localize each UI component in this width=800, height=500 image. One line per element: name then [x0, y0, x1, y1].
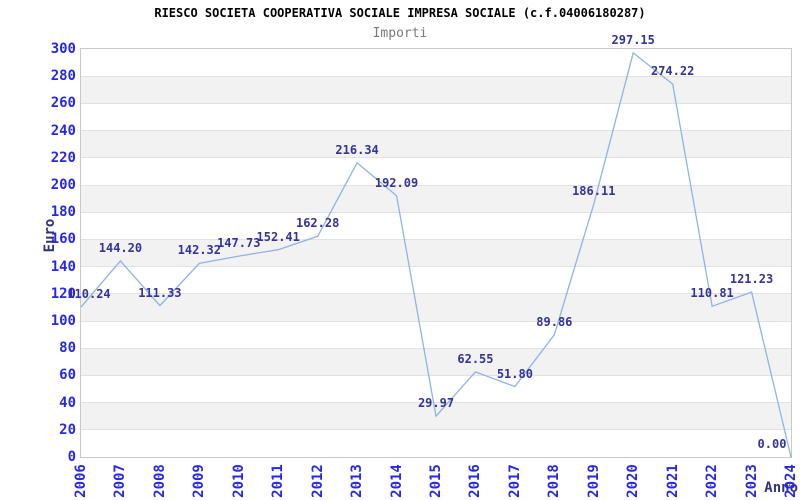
- data-point-label: 274.22: [650, 64, 695, 79]
- y-tick-label: 280: [50, 68, 76, 85]
- x-tick-label: 2019: [585, 464, 602, 498]
- plot-band: [81, 130, 791, 158]
- plot-band: [81, 348, 791, 376]
- x-tick-label: 2022: [704, 464, 721, 498]
- x-tick-label: 2016: [467, 464, 484, 498]
- x-tick-label: 2009: [191, 464, 208, 498]
- plot-band: [81, 76, 791, 104]
- x-tick-label: 2012: [309, 464, 326, 498]
- chart-subtitle: Importi: [372, 26, 428, 41]
- data-point-label: 29.97: [417, 396, 455, 411]
- x-tick-label: 2017: [506, 464, 523, 498]
- y-tick-label: 120: [50, 285, 76, 302]
- x-tick-label: 2020: [625, 464, 642, 498]
- data-point-label: 62.55: [457, 351, 494, 366]
- h-gridline: [81, 347, 791, 349]
- data-point-label: 162.28: [295, 216, 340, 231]
- data-point-label: 192.09: [374, 175, 419, 190]
- x-tick-label: 2024: [783, 464, 799, 498]
- h-gridline: [81, 130, 791, 132]
- y-tick-label: 100: [50, 313, 76, 329]
- x-axis-title: Anno: [764, 480, 798, 496]
- y-tick-label: 40: [59, 394, 76, 411]
- y-tick-label: 200: [50, 177, 76, 193]
- y-tick-label: 180: [50, 204, 76, 221]
- x-tick-label: 2006: [73, 464, 89, 498]
- x-tick-label: 2008: [151, 464, 168, 498]
- h-gridline: [81, 374, 791, 376]
- plot-band: [81, 293, 791, 321]
- y-tick-label: 20: [59, 421, 76, 438]
- h-gridline: [81, 157, 791, 159]
- data-series-line: [80, 51, 792, 458]
- data-point-label: 297.15: [611, 32, 655, 47]
- x-tick-label: 2011: [270, 464, 287, 498]
- h-gridline: [81, 102, 791, 104]
- data-point-label: 186.11: [572, 183, 616, 198]
- data-point-label: 216.34: [335, 142, 379, 157]
- x-tick-label: 2018: [546, 464, 563, 498]
- data-point-label: 144.20: [98, 240, 143, 255]
- data-point-label: 51.80: [496, 366, 533, 381]
- h-gridline: [81, 402, 791, 404]
- y-tick-label: 240: [50, 122, 76, 139]
- x-tick-label: 2013: [349, 464, 366, 498]
- y-tick-label: 80: [59, 340, 76, 357]
- y-tick-label: 220: [50, 149, 76, 166]
- h-gridline: [81, 293, 791, 295]
- h-gridline: [81, 266, 791, 268]
- data-point-label: 142.32: [177, 243, 221, 258]
- x-tick-label: 2023: [743, 464, 760, 498]
- y-tick-label: 0: [67, 449, 76, 465]
- h-gridline: [81, 238, 791, 240]
- x-tick-label: 2010: [230, 464, 247, 498]
- data-point-label: 89.86: [536, 314, 573, 329]
- data-series-svg: [80, 51, 792, 458]
- data-point-label: 147.73: [217, 236, 261, 251]
- h-gridline: [81, 75, 791, 77]
- x-tick-label: 2007: [112, 464, 129, 498]
- x-tick-label: 2021: [664, 464, 681, 498]
- h-gridline: [81, 184, 791, 186]
- data-point-label: 110.81: [690, 286, 734, 301]
- y-tick-label: 160: [50, 231, 76, 248]
- chart-title: RIESCO SOCIETA COOPERATIVA SOCIALE IMPRE…: [154, 6, 646, 20]
- y-tick-label: 260: [50, 95, 76, 112]
- plot-area: 0 20 40 60 80 100 120 140 160 180 200 220 240 260 280 3…: [51, 33, 799, 497]
- plot-band: [81, 185, 791, 213]
- plot-band: [81, 239, 791, 267]
- h-gridline: [81, 211, 791, 213]
- y-tick-label: 300: [50, 41, 76, 57]
- x-tick-label: 2014: [388, 464, 405, 498]
- h-gridline: [81, 320, 791, 322]
- data-point-label: 111.33: [138, 285, 182, 300]
- y-tick-label: 140: [50, 258, 76, 275]
- data-point-label: 110.24: [67, 287, 111, 302]
- data-point-label: 152.41: [256, 229, 300, 244]
- h-gridline: [81, 429, 791, 431]
- data-point-label: 0.00: [757, 437, 787, 451]
- data-point-label: 121.23: [729, 272, 774, 287]
- x-tick-label: 2015: [428, 464, 444, 498]
- y-tick-label: 60: [59, 367, 76, 384]
